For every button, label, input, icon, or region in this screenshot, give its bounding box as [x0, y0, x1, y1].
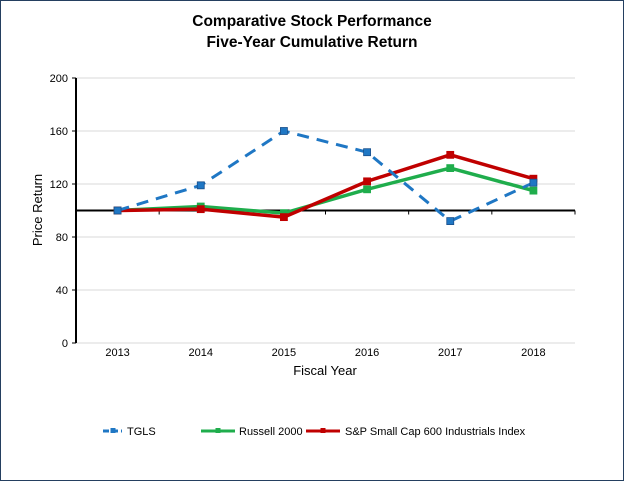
y-tick-label: 200	[50, 73, 68, 85]
data-point	[446, 217, 455, 226]
legend: TGLS Russell 2000 S&P Small Cap 600 Indust…	[103, 426, 526, 438]
x-axis-ticks: 2013 2014 2015 2016 2017 2018	[105, 347, 545, 359]
data-point	[196, 181, 205, 190]
x-tick-label: 2018	[521, 347, 545, 359]
y-tick-label: 0	[62, 338, 68, 350]
x-tick-label: 2014	[189, 347, 213, 359]
y-tick-label: 160	[50, 126, 68, 138]
series-line	[117, 153, 534, 219]
data-point	[280, 127, 288, 135]
y-axis-title: Price Return	[30, 174, 45, 246]
data-point	[363, 185, 371, 194]
data-point	[529, 178, 538, 187]
legend-label: S&P Small Cap 600 Industrials Index	[345, 426, 526, 438]
legend-item-tgls: TGLS	[103, 426, 156, 438]
x-axis-title: Fiscal Year	[293, 363, 357, 378]
legend-label: Russell 2000	[239, 426, 303, 438]
legend-label: TGLS	[127, 426, 156, 438]
legend-item-s-p-small-cap-600-industrials-index: S&P Small Cap 600 Industrials Index	[306, 426, 526, 438]
series-group	[113, 127, 538, 226]
series-line	[117, 166, 534, 215]
legend-item-russell-2000: Russell 2000	[201, 426, 303, 438]
data-point	[363, 177, 371, 186]
chart-title-block: Comparative Stock Performance Five-Year …	[0, 11, 624, 53]
data-point	[113, 206, 122, 215]
legend-swatch-marker	[320, 428, 326, 433]
data-point	[280, 213, 288, 222]
legend-swatch-marker	[110, 428, 116, 433]
y-axis-ticks: 0 40 80 120 160 200	[50, 73, 76, 350]
x-tick-label: 2013	[105, 347, 129, 359]
chart-subtitle: Five-Year Cumulative Return	[206, 34, 418, 51]
data-point	[363, 148, 371, 157]
series-line	[117, 129, 535, 223]
x-tick-label: 2015	[272, 347, 296, 359]
data-point	[446, 164, 455, 173]
gridlines	[76, 77, 575, 344]
x-tick-label: 2016	[355, 347, 379, 359]
data-point	[446, 150, 455, 159]
legend-swatch-marker	[215, 428, 221, 433]
data-point	[529, 186, 538, 195]
data-point	[196, 205, 205, 214]
series-tgls	[113, 127, 538, 226]
x-tick-label: 2017	[438, 347, 462, 359]
chart-title: Comparative Stock Performance	[192, 13, 432, 30]
y-tick-label: 40	[56, 285, 68, 297]
y-tick-label: 120	[50, 179, 68, 191]
y-tick-label: 80	[56, 232, 68, 244]
